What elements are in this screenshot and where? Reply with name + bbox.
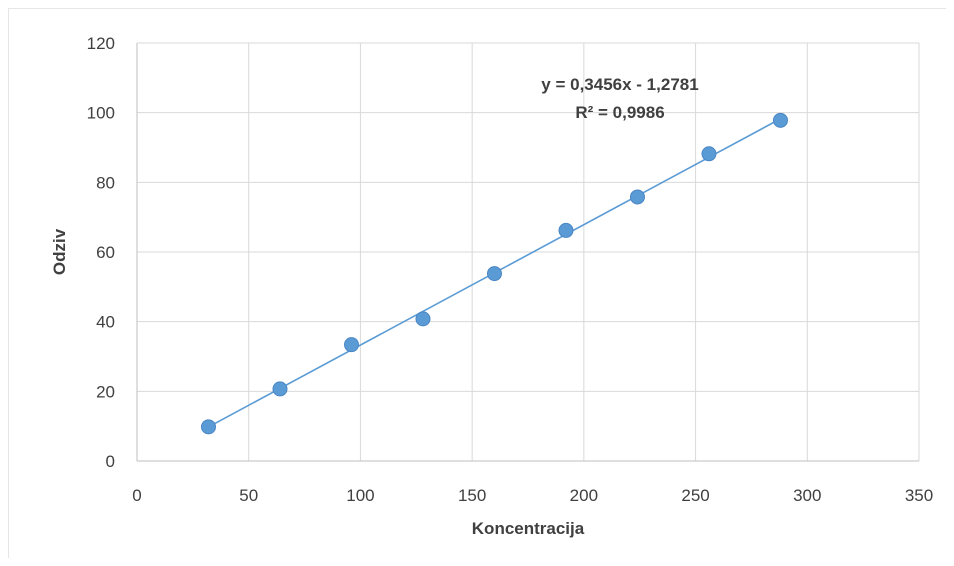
- axes: [136, 43, 919, 462]
- data-point: [486, 266, 502, 282]
- x-tick-label: 50: [239, 486, 258, 505]
- x-tick-label: 0: [132, 486, 141, 505]
- x-tick-label: 150: [458, 486, 486, 505]
- grid: [137, 42, 920, 461]
- y-axis-title: Odziv: [50, 228, 69, 275]
- y-tick-label: 120: [87, 34, 115, 53]
- x-tick-label: 300: [793, 486, 821, 505]
- data-point: [629, 189, 645, 205]
- y-tick-label: 100: [87, 104, 115, 123]
- y-tick-label: 40: [96, 313, 115, 332]
- trendline-equation: y = 0,3456x - 1,2781: [541, 75, 698, 94]
- x-tick-label: 100: [346, 486, 374, 505]
- data-point: [343, 337, 359, 353]
- x-tick-label: 350: [905, 486, 933, 505]
- y-tick-label: 0: [106, 452, 115, 471]
- x-tick-label: 200: [570, 486, 598, 505]
- y-tick-label: 20: [96, 382, 115, 401]
- y-tick-label: 60: [96, 243, 115, 262]
- data-point: [701, 146, 717, 162]
- x-tick-label: 250: [681, 486, 709, 505]
- chart-frame: [8, 8, 946, 558]
- data-point: [415, 311, 431, 327]
- data-point: [772, 112, 788, 128]
- r-squared-label: R² = 0,9986: [575, 103, 664, 122]
- tick-labels: 0 50 100 150 200 250 300 350 0 20 40 60 80 100 120: [87, 34, 934, 505]
- data-point: [558, 222, 574, 238]
- data-point: [272, 381, 288, 397]
- y-tick-label: 80: [96, 173, 115, 192]
- data-points: [200, 112, 788, 435]
- data-point: [200, 419, 216, 435]
- x-axis-title: Koncentracija: [472, 519, 585, 538]
